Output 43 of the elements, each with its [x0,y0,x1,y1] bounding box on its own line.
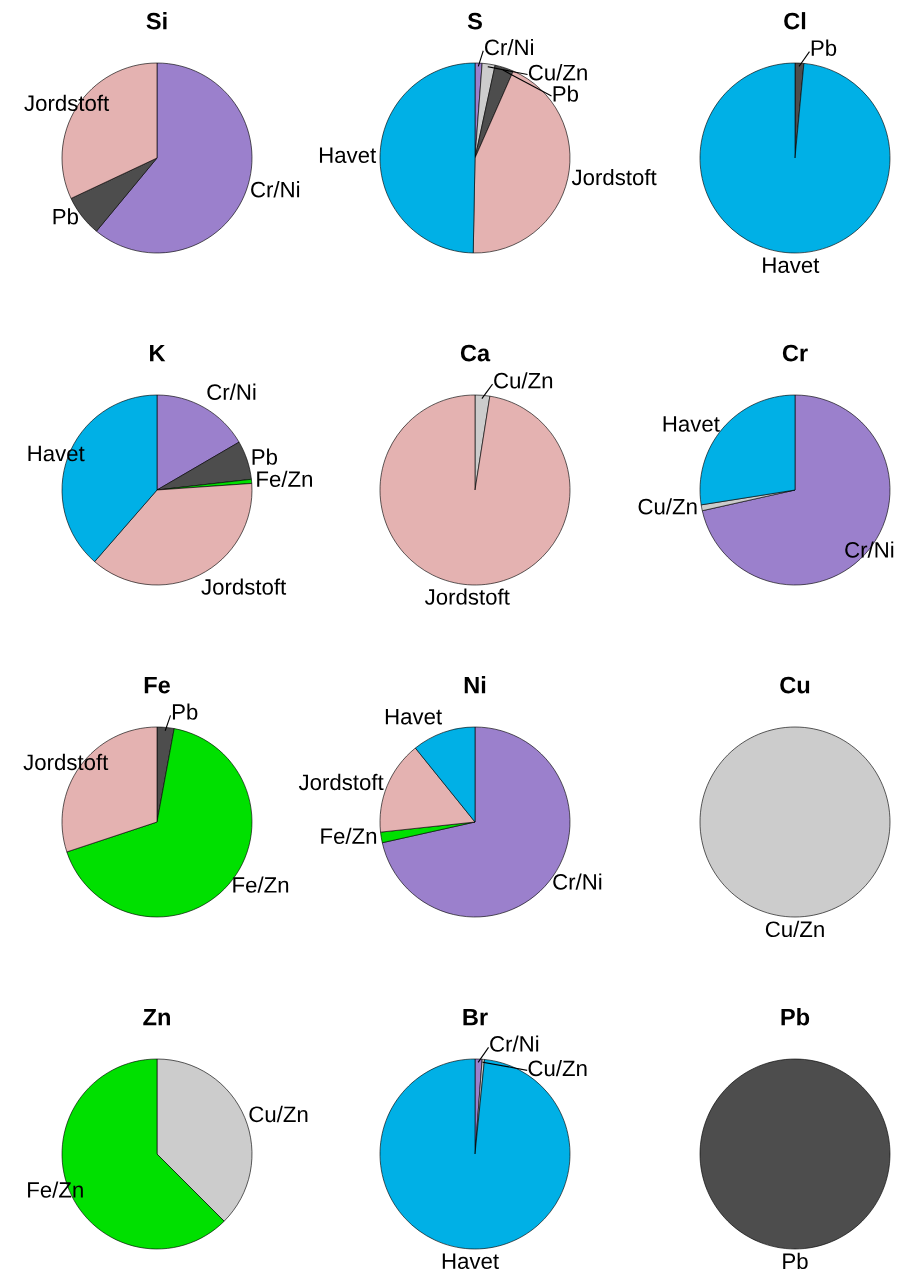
slice-label: Pb [53,208,78,225]
slice-label: Cr/Ni [490,1035,539,1052]
slice-label: Cr/Ni [207,383,256,400]
slice-label: Pb [172,703,198,720]
slice-label: Jordstoft [23,753,109,771]
slice-label: Cu/Zn [528,1059,587,1077]
slice-label: Jordstoft [571,168,657,186]
chart-title: Pb [781,1008,810,1026]
slice-label: Jordstoft [298,773,384,791]
chart-title: S [467,12,482,30]
slice-label: Cu/Zn [249,1105,308,1123]
slice-label: Fe/Zn [233,876,289,893]
slice-label: Havet [763,257,820,274]
slice-label: Cu/Zn [528,64,587,81]
slice-label: Jordstoft [201,578,287,595]
slice-label: Cu/Zn [638,498,697,515]
chart-title: Fe [144,676,170,694]
slice-label: Pb [252,448,278,465]
chart-title: Ca [460,344,491,362]
slice-label: Pb [811,39,837,56]
slice-label: Fe/Zn [321,827,377,845]
slice-label: Cu/Zn [494,372,553,389]
chart-title: Cu [780,676,810,694]
slice-label: Havet [663,416,720,432]
chart-title: Br [463,1008,488,1026]
chart-title: Ni [464,676,486,694]
slice-label: Jordstoft [424,588,510,605]
slice-label: Havet [319,147,377,164]
slice-label: Pb [783,1252,808,1270]
chart-title: Si [146,12,167,30]
slice-label: Pb [553,85,579,102]
chart-title: K [150,344,166,362]
slice-label: Cu/Zn [765,920,824,938]
chart-title: Zn [143,1008,170,1026]
slice-label: Cr/Ni [485,38,533,56]
slice-label: Fe/Zn [257,470,312,487]
slice-label: Cr/Ni [553,873,602,890]
slice-label: Cr/Ni [251,181,300,198]
chart-title: Cr [782,344,808,362]
slice-label: Havet [442,1253,499,1269]
slice-label: Havet [385,708,442,725]
slice-label: Jordstoft [24,94,110,112]
chart-title: Cl [784,12,806,30]
